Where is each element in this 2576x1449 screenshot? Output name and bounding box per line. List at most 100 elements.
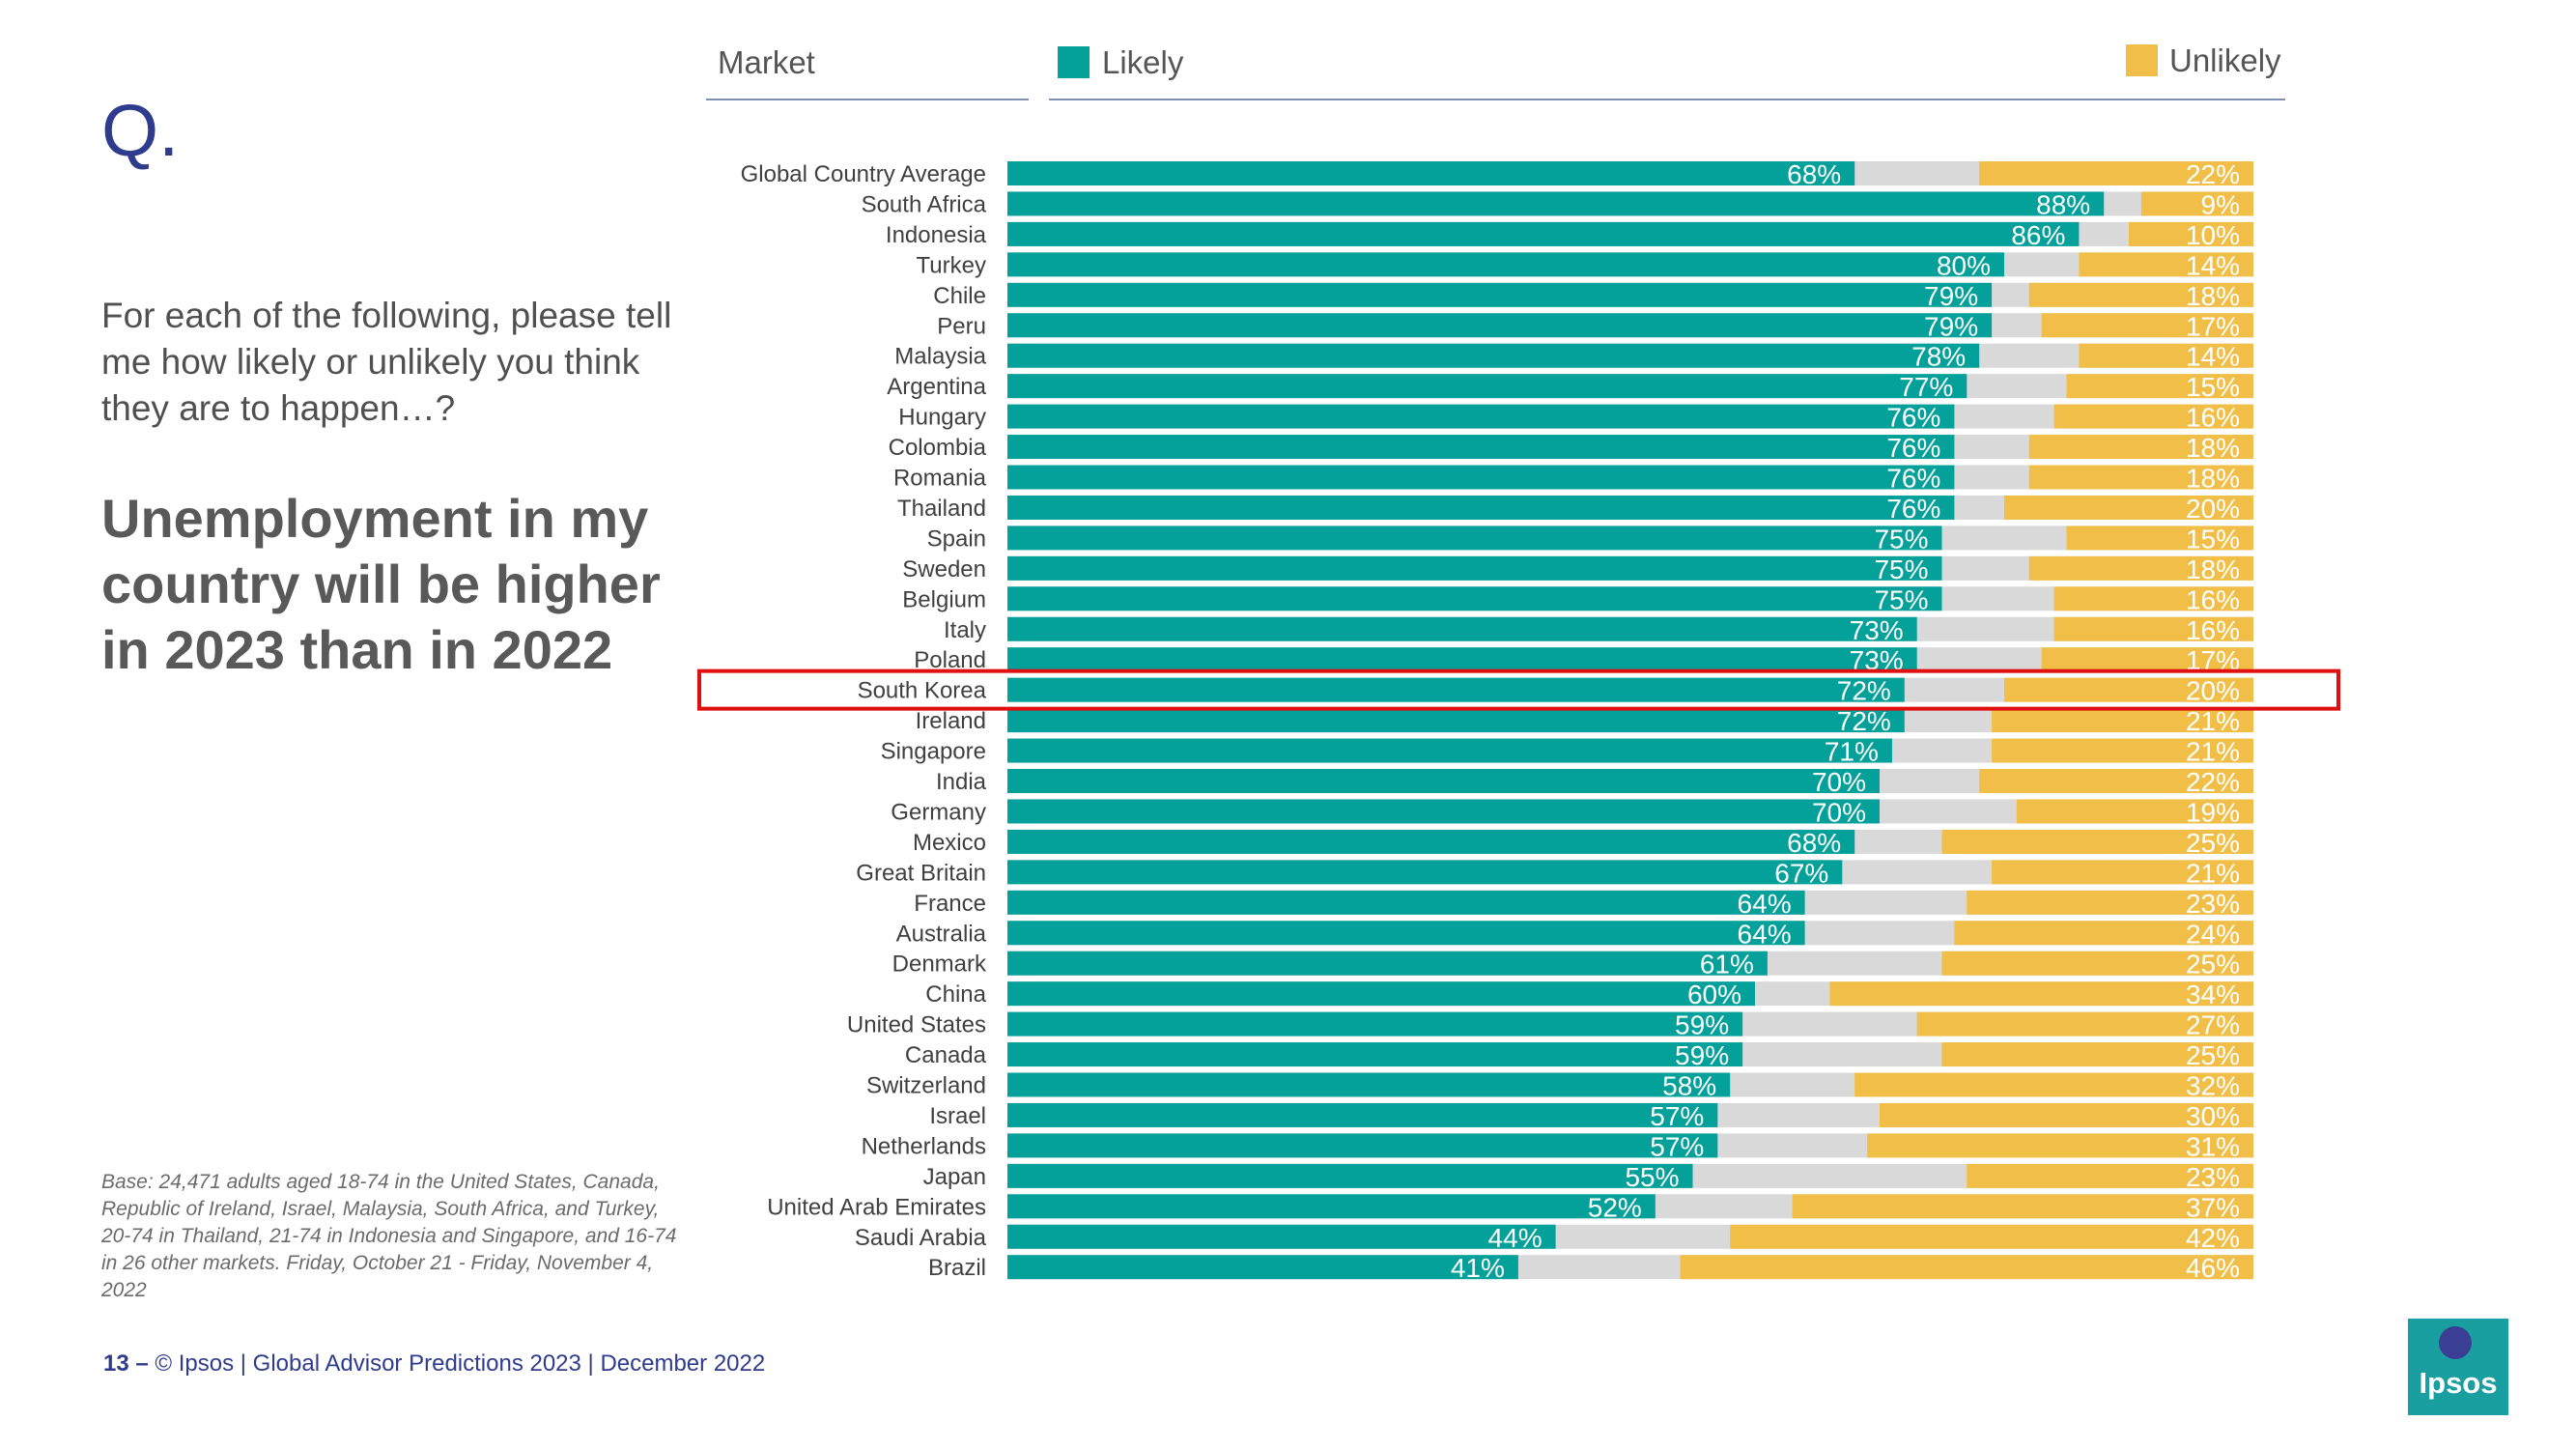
category-label: China <box>925 981 986 1008</box>
likely-legend-label: Likely <box>1102 44 1184 80</box>
category-label: Great Britain <box>856 860 986 886</box>
bar-unlikely <box>1916 1011 2253 1037</box>
bar-likely <box>1007 374 1967 399</box>
likely-value-label: 76% <box>1886 433 1940 463</box>
likely-value-label: 75% <box>1874 554 1928 584</box>
bar-likely <box>1007 495 1955 520</box>
unlikely-value-label: 37% <box>2186 1192 2240 1222</box>
unlikely-value-label: 31% <box>2186 1131 2240 1161</box>
unlikely-value-label: 16% <box>2186 615 2240 645</box>
category-label: South Korea <box>858 678 987 704</box>
likely-value-label: 55% <box>1625 1162 1679 1192</box>
unlikely-value-label: 22% <box>2186 767 2240 797</box>
category-label: Spain <box>927 526 986 552</box>
category-label: Italy <box>944 617 986 643</box>
unlikely-value-label: 20% <box>2186 494 2240 524</box>
bar-unlikely <box>2028 555 2253 581</box>
bar-unlikely <box>2053 586 2253 611</box>
bar-unlikely <box>2016 799 2253 824</box>
unlikely-value-label: 15% <box>2186 524 2240 554</box>
bar-likely <box>1007 647 1917 672</box>
bar-likely <box>1007 404 1955 429</box>
unlikely-value-label: 17% <box>2186 311 2240 341</box>
likely-value-label: 76% <box>1886 403 1940 433</box>
likely-value-label: 60% <box>1687 980 1741 1009</box>
likely-value-label: 71% <box>1825 737 1879 767</box>
unlikely-value-label: 19% <box>2186 797 2240 827</box>
category-label: Indonesia <box>886 222 987 248</box>
bar-likely <box>1007 829 1855 854</box>
bar-likely <box>1007 221 2080 246</box>
ipsos-logo-mark <box>2439 1326 2472 1359</box>
category-label: Turkey <box>917 252 986 278</box>
bar-likely <box>1007 951 1768 976</box>
category-label: France <box>914 891 986 917</box>
category-label: India <box>936 769 987 795</box>
bar-unlikely <box>1954 921 2253 946</box>
bar-unlikely <box>1880 1102 2253 1127</box>
bar-unlikely <box>2004 495 2253 520</box>
bar-likely <box>1007 161 1855 185</box>
unlikely-value-label: 24% <box>2186 919 2240 949</box>
bar-unlikely <box>1941 951 2253 976</box>
likely-value-label: 72% <box>1837 706 1891 736</box>
likely-value-label: 73% <box>1850 615 1904 645</box>
page-number: 13 – <box>103 1350 149 1377</box>
likely-value-label: 76% <box>1886 494 1940 524</box>
bar-likely <box>1007 343 1980 368</box>
footer: 13 – © Ipsos | Global Advisor Prediction… <box>103 1350 765 1378</box>
unlikely-value-label: 22% <box>2186 159 2240 189</box>
bar-unlikely <box>2066 526 2253 551</box>
category-label: Colombia <box>889 435 987 461</box>
market-header: Market <box>718 44 815 80</box>
bar-unlikely <box>1967 1163 2253 1188</box>
bar-likely <box>1007 555 1942 581</box>
bar-unlikely <box>1680 1255 2253 1280</box>
unlikely-value-label: 18% <box>2186 554 2240 584</box>
likely-value-label: 76% <box>1886 464 1940 494</box>
likely-value-label: 67% <box>1774 858 1828 888</box>
unlikely-value-label: 25% <box>2186 950 2240 980</box>
bar-likely <box>1007 981 1755 1007</box>
likely-value-label: 68% <box>1787 159 1841 189</box>
bar-unlikely <box>2053 616 2253 641</box>
bar-unlikely <box>2066 374 2253 399</box>
likely-value-label: 75% <box>1874 524 1928 554</box>
category-label: South Africa <box>862 191 987 217</box>
bar-likely <box>1007 1102 1718 1127</box>
bar-likely <box>1007 1011 1743 1037</box>
category-label: Romania <box>893 466 987 492</box>
unlikely-value-label: 46% <box>2186 1253 2240 1283</box>
question-prompt: For each of the following, please tell m… <box>101 296 672 428</box>
bar-unlikely <box>1992 708 2253 733</box>
likely-value-label: 41% <box>1451 1253 1505 1283</box>
bar-likely <box>1007 586 1942 611</box>
question-label: Q. <box>101 90 180 172</box>
category-label: Belgium <box>902 586 986 612</box>
likely-value-label: 58% <box>1662 1071 1716 1101</box>
bar-likely <box>1007 1255 1518 1280</box>
category-label: United States <box>847 1012 986 1038</box>
bar-unlikely <box>2041 647 2253 672</box>
market-header-underline <box>706 99 1029 100</box>
bar-likely <box>1007 769 1880 793</box>
bar-unlikely <box>2140 191 2253 216</box>
bar-unlikely <box>1979 161 2253 185</box>
bar-unlikely <box>2028 465 2253 490</box>
ipsos-logo-text: Ipsos <box>2419 1366 2498 1400</box>
unlikely-value-label: 25% <box>2186 828 2240 858</box>
category-label: Japan <box>923 1164 986 1190</box>
category-label: Thailand <box>897 496 986 522</box>
category-label: Netherlands <box>862 1133 986 1159</box>
likely-value-label: 61% <box>1700 950 1754 980</box>
likely-value-label: 70% <box>1812 797 1866 827</box>
bar-unlikely <box>1967 890 2253 915</box>
bar-likely <box>1007 616 1917 641</box>
likely-value-label: 64% <box>1738 889 1792 919</box>
unlikely-value-label: 14% <box>2186 342 2240 372</box>
bar-unlikely <box>1941 1042 2253 1067</box>
footer-text: © Ipsos | Global Advisor Predictions 202… <box>155 1350 766 1377</box>
likely-value-label: 64% <box>1738 919 1792 949</box>
category-label: Sweden <box>902 556 986 582</box>
